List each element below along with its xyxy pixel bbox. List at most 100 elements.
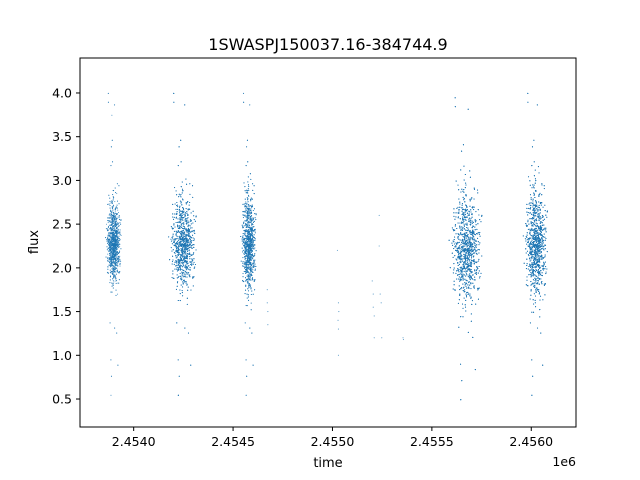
data-point	[119, 265, 121, 267]
data-point	[115, 280, 118, 282]
data-point	[178, 266, 180, 269]
data-point	[172, 237, 174, 239]
data-point	[112, 272, 114, 274]
data-point	[111, 247, 114, 249]
data-point	[177, 263, 180, 265]
data-point	[193, 215, 195, 217]
data-point	[118, 255, 120, 257]
data-point	[176, 270, 179, 272]
data-point	[173, 244, 175, 246]
data-point	[118, 229, 120, 231]
data-point	[113, 213, 115, 215]
data-point	[185, 202, 187, 204]
data-point	[118, 215, 120, 217]
data-point	[114, 266, 116, 268]
data-point	[111, 256, 113, 258]
data-point	[189, 239, 191, 241]
data-point	[181, 235, 183, 238]
data-point	[108, 251, 110, 253]
data-point	[109, 209, 112, 211]
data-point	[113, 252, 115, 254]
data-point	[173, 263, 175, 266]
data-point	[114, 207, 116, 209]
data-point	[179, 293, 181, 295]
data-point	[115, 267, 117, 269]
data-point	[188, 247, 190, 249]
data-point	[114, 221, 116, 223]
data-point	[110, 245, 112, 247]
data-point	[110, 146, 112, 148]
data-point	[116, 264, 118, 266]
data-point	[185, 223, 187, 225]
data-point	[119, 229, 121, 231]
data-point	[111, 139, 113, 141]
data-point	[175, 245, 177, 248]
data-point	[184, 237, 186, 239]
data-point	[117, 252, 119, 254]
data-point	[112, 199, 114, 201]
data-point	[118, 257, 120, 259]
data-point	[112, 234, 114, 236]
data-point	[113, 220, 115, 222]
data-point	[187, 265, 189, 267]
data-point	[181, 214, 183, 216]
data-point	[176, 322, 178, 324]
data-point	[114, 238, 116, 240]
data-point	[114, 234, 116, 236]
data-point	[110, 242, 112, 244]
data-point	[107, 253, 109, 255]
data-point	[107, 266, 109, 268]
data-point	[111, 114, 113, 116]
data-point	[115, 273, 117, 275]
data-point	[183, 245, 185, 247]
data-point	[106, 240, 108, 242]
data-point	[112, 273, 114, 275]
data-point	[187, 235, 189, 237]
data-point	[113, 104, 116, 106]
data-point	[183, 273, 185, 275]
data-point	[108, 241, 110, 243]
data-point	[181, 277, 183, 279]
data-point	[109, 247, 111, 249]
data-point	[113, 259, 115, 261]
data-point	[118, 225, 120, 227]
data-point	[109, 241, 111, 243]
data-point	[182, 234, 184, 236]
data-point	[181, 234, 183, 236]
data-point	[117, 212, 120, 214]
data-point	[190, 231, 192, 233]
data-point	[181, 216, 183, 218]
data-point	[180, 217, 183, 219]
data-point	[188, 227, 190, 229]
data-point	[174, 268, 176, 270]
data-point	[111, 210, 113, 212]
data-point	[114, 327, 116, 329]
data-point	[109, 257, 111, 259]
data-point	[184, 260, 186, 262]
data-point	[185, 264, 187, 266]
data-point	[109, 261, 111, 263]
data-point	[176, 194, 178, 196]
data-point	[118, 260, 120, 262]
data-point	[114, 240, 116, 242]
data-point	[116, 270, 118, 272]
data-point	[112, 209, 114, 211]
data-point	[183, 213, 185, 215]
data-point	[185, 282, 187, 284]
data-point	[112, 264, 114, 266]
data-point	[109, 269, 111, 271]
data-point	[181, 266, 184, 268]
data-point	[176, 248, 178, 250]
data-point	[118, 272, 120, 274]
data-point	[119, 222, 121, 224]
data-point	[185, 212, 187, 214]
data-point	[176, 201, 178, 204]
data-point	[181, 232, 183, 234]
data-point	[179, 207, 181, 209]
data-point	[185, 233, 187, 235]
data-point	[119, 255, 121, 257]
data-point	[179, 233, 181, 235]
data-point	[186, 241, 188, 243]
data-point	[180, 139, 182, 141]
